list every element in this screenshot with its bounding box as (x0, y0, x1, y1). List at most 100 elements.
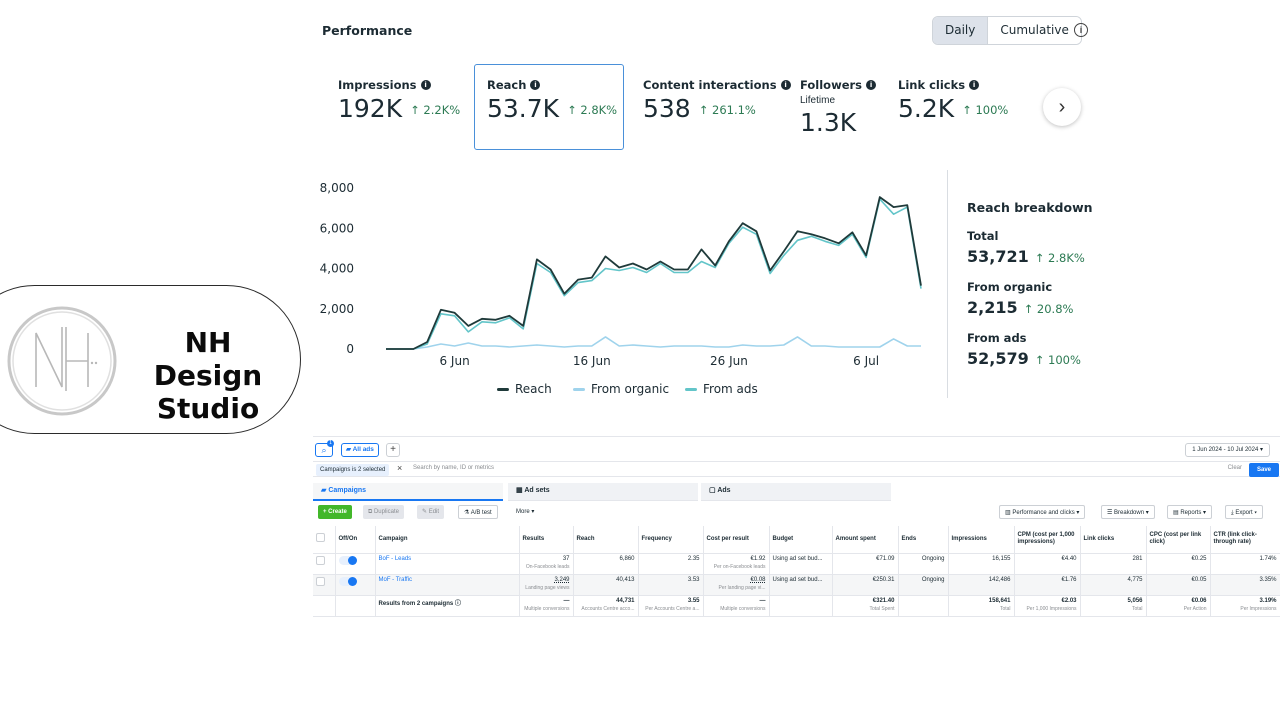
edit-button[interactable]: ✎ Edit (417, 505, 445, 519)
campaigns-table: Off/On Campaign Results Reach Frequency … (313, 526, 1280, 617)
search-icon[interactable]: ⌕ (315, 443, 333, 457)
metric-card-link-clicks[interactable]: Link clicks i 5.2K ↑ 100% (898, 64, 1033, 150)
table-header: Off/On Campaign Results Reach Frequency … (313, 526, 1280, 554)
view-toggle: Daily Cumulative (932, 16, 1082, 45)
metric-value: 5.2K (898, 94, 955, 123)
select-all-checkbox[interactable] (313, 526, 336, 554)
cell-cost-per-result: €0.08 Per landing page vi... (703, 574, 770, 596)
breakdown-ads-value: 52,579 ↑ 100% (967, 349, 1081, 368)
breakdown-ads-label: From ads (967, 331, 1027, 345)
export-button[interactable]: ⤓ Export ▾ (1225, 505, 1263, 519)
brand-name: NH Design Studio (128, 326, 288, 425)
tab-campaigns[interactable]: ▰ Campaigns (313, 483, 503, 501)
total-ctr: 3.19% Per Impressions (1210, 595, 1280, 617)
col-header[interactable]: Budget (769, 526, 833, 554)
campaign-toggle[interactable] (335, 574, 376, 596)
info-icon: i (866, 80, 877, 90)
campaign-name[interactable]: BoF - Leads (375, 553, 520, 575)
legend-item-reach: Reach (497, 382, 552, 396)
row-checkbox[interactable] (313, 553, 336, 575)
search-input[interactable]: Search by name, ID or metrics (413, 465, 495, 471)
metric-card-followers[interactable]: Followers i Lifetime 1.3K (800, 64, 890, 150)
metric-value: 192K (338, 94, 403, 123)
total-link-clicks: 5,056 Total (1080, 595, 1147, 617)
cell-ends: Ongoing (898, 553, 949, 575)
cell-cpc: €0.05 (1146, 574, 1211, 596)
ab-test-button[interactable]: ⚗ A/B test (458, 505, 498, 519)
tab-ad-sets[interactable]: ▦ Ad sets (508, 483, 698, 501)
cell-ctr: 1.74% (1210, 553, 1280, 575)
cumulative-button[interactable]: Cumulative (987, 17, 1081, 44)
col-header[interactable]: Campaign (375, 526, 520, 554)
breakdown-button[interactable]: ☰ Breakdown ▾ (1101, 505, 1155, 519)
col-header[interactable]: Reach (573, 526, 639, 554)
legend-swatch (497, 387, 509, 391)
total-reach: 44,731 Accounts Centre acco... (573, 595, 639, 617)
legend-swatch (573, 387, 585, 391)
metric-change: ↑ 2.8K% (567, 103, 618, 117)
add-tab-button[interactable]: + (386, 443, 400, 457)
close-icon[interactable]: × (397, 463, 403, 473)
columns-button[interactable]: ▥ Performance and clicks ▾ (999, 505, 1086, 519)
reach-line-chart: 8,000 6,000 4,000 2,000 0 6 Jun 16 Jun 26 Jun 6 … (320, 181, 922, 368)
col-header[interactable]: Link clicks (1080, 526, 1147, 554)
metric-label: Reach i (487, 78, 623, 92)
totals-row: Results from 2 campaigns ⓘ — Multiple con… (313, 595, 1280, 617)
y-tick-label: 6,000 (320, 221, 354, 235)
col-header[interactable]: Frequency (638, 526, 704, 554)
col-header[interactable]: CPM (cost per 1,000 impressions) (1014, 526, 1081, 554)
col-header[interactable]: Ends (898, 526, 949, 554)
total-cpm: €2.03 Per 1,000 Impressions (1014, 595, 1081, 617)
reports-button[interactable]: ▤ Reports ▾ (1167, 505, 1213, 519)
duplicate-button[interactable]: ⧉ Duplicate (363, 505, 404, 519)
breakdown-total-value: 53,721 ↑ 2.8K% (967, 247, 1085, 266)
campaign-toggle[interactable] (335, 553, 376, 575)
info-icon[interactable]: i (1074, 23, 1088, 37)
series-line-from-ads (386, 198, 922, 350)
create-button[interactable]: + Create (318, 505, 352, 519)
totals-label: Results from 2 campaigns ⓘ (375, 595, 520, 617)
date-range-picker[interactable]: 1 Jun 2024 - 10 Jul 2024 ▾ (1185, 443, 1270, 457)
col-header[interactable]: CTR (link click-through rate) (1210, 526, 1280, 554)
col-header[interactable]: CPC (cost per link click) (1146, 526, 1211, 554)
metric-sublabel: Lifetime (800, 95, 836, 106)
cell-reach: 40,413 (573, 574, 639, 596)
filter-chip[interactable]: Campaigns is 2 selected (316, 464, 390, 476)
info-icon: i (420, 80, 431, 90)
chevron-right-icon[interactable]: › (1043, 88, 1081, 126)
all-ads-tab[interactable]: ▰ All ads (341, 443, 379, 457)
total-impressions: 158,641 Total (948, 595, 1015, 617)
y-tick-label: 8,000 (320, 181, 354, 195)
col-header[interactable]: Cost per result (703, 526, 770, 554)
row-checkbox[interactable] (313, 574, 336, 596)
brand-name-line1: NH Design (153, 326, 263, 392)
col-header[interactable]: Amount spent (832, 526, 899, 554)
col-header[interactable]: Results (519, 526, 574, 554)
breakdown-organic-label: From organic (967, 280, 1053, 294)
more-button[interactable]: More ▾ (516, 509, 535, 515)
brand-name-line2: Studio (156, 392, 260, 425)
col-header[interactable]: Impressions (948, 526, 1015, 554)
cell-link-clicks: 281 (1080, 553, 1147, 575)
cell-results: 37 On-Facebook leads (519, 553, 574, 575)
table-row[interactable]: BoF - Leads 37 On-Facebook leads 6,860 2.… (313, 553, 1280, 575)
metric-card-content-interactions[interactable]: Content interactions i 538 ↑ 261.1% (643, 64, 793, 150)
cell-cost-per-result: €1.92 Per on-Facebook leads (703, 553, 770, 575)
table-row[interactable]: MoF - Traffic 3,249 Landing page views 40… (313, 574, 1280, 596)
total-spent: €321.40 Total Spent (832, 595, 899, 617)
cell-spent: €71.09 (832, 553, 899, 575)
cell-cpc: €0.25 (1146, 553, 1211, 575)
metric-card-impressions[interactable]: Impressions i 192K ↑ 2.2K% (330, 64, 465, 150)
cell-results: 3,249 Landing page views (519, 574, 574, 596)
clear-button[interactable]: Clear (1227, 465, 1242, 471)
metric-card-reach[interactable]: Reach i 53.7K ↑ 2.8K% (474, 64, 624, 150)
x-tick-label: 6 Jul (853, 354, 879, 368)
tab-ads[interactable]: ▢ Ads (701, 483, 891, 501)
save-button[interactable]: Save (1248, 463, 1279, 477)
notification-badge: 1 (327, 440, 334, 447)
campaign-name[interactable]: MoF - Traffic (375, 574, 520, 596)
metric-label: Followers i (800, 78, 890, 92)
daily-button[interactable]: Daily (933, 17, 988, 44)
cell-impressions: 142,486 (948, 574, 1015, 596)
col-header[interactable]: Off/On (335, 526, 376, 554)
